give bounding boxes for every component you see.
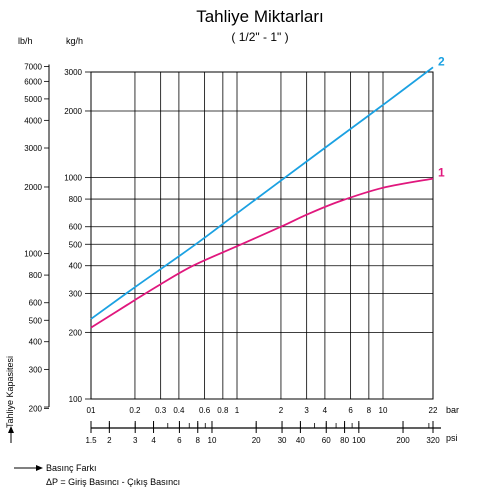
x-tick-bar-label: 0.4 (173, 406, 185, 415)
y-tick-lb-label: 200 (29, 404, 43, 413)
series-group: 12 (90, 54, 445, 329)
y-tick-lb-label: 800 (29, 271, 43, 280)
y-tick-kg-label: 3000 (64, 68, 82, 77)
x-tick-bar-label: 10 (379, 406, 388, 415)
x-tick-bar-label: 01 (87, 406, 96, 415)
x-axis-bar: 01 0.2 0.3 0.4 0.6 0.8 1 2 3 4 6 8 10 22 (87, 406, 438, 415)
x-tick-psi-label: 8 (196, 436, 201, 445)
x-tick-bar-label: 3 (304, 406, 309, 415)
y-unit-left: lb/h (18, 36, 33, 46)
x-axis-title-group: Basınç Farkı ΔP = Giriş Basıncı - Çıkış … (14, 463, 180, 487)
x-tick-psi-label: 320 (426, 436, 440, 445)
chart-title: Tahliye Miktarları (196, 7, 324, 26)
x-tick-psi-label: 1.5 (85, 436, 97, 445)
x-tick-psi-label: 200 (396, 436, 410, 445)
x-tick-psi-label: 6 (177, 436, 182, 445)
y-tick-lb-label: 3000 (24, 144, 42, 153)
y-axis-arrow-head (8, 426, 14, 433)
x-tick-bar-label: 0.2 (129, 406, 141, 415)
y-axis-title-group: Tahliye Kapasitesi (5, 356, 15, 443)
x-tick-bar-label: 0.3 (155, 406, 167, 415)
x-tick-bar-label: 0.6 (199, 406, 211, 415)
y-tick-kg-label: 500 (69, 240, 83, 249)
y-tick-lb-label: 5000 (24, 95, 42, 104)
y-tick-kg-label: 100 (69, 395, 83, 404)
y-ticks-kg: 100 200 300 400 500 600 800 1000 2000 3000 (64, 68, 91, 404)
x-axis-psi: 1.5 2 3 4 6 8 10 20 30 40 60 80 100 200 320 (85, 421, 441, 445)
x-tick-psi-label: 40 (296, 436, 305, 445)
x-tick-bar-label: 6 (348, 406, 353, 415)
x-tick-psi-label: 3 (133, 436, 138, 445)
x-tick-bar-label: 1 (235, 406, 240, 415)
x-tick-bar-label: 0.8 (217, 406, 229, 415)
y-tick-kg-label: 1000 (64, 174, 82, 183)
y-tick-lb-label: 4000 (24, 116, 42, 125)
x-axis-title: Basınç Farkı (46, 463, 97, 473)
y-tick-kg-label: 300 (69, 289, 83, 298)
y-tick-lb-label: 2000 (24, 183, 42, 192)
x-axis-arrow-head (36, 465, 43, 471)
y-tick-kg-label: 200 (69, 328, 83, 337)
series-2-line (90, 66, 434, 320)
chart-subtitle: ( 1/2" - 1" ) (231, 30, 288, 44)
y-tick-lb-label: 600 (29, 299, 43, 308)
x-tick-psi-label: 10 (208, 436, 217, 445)
y-axis-title: Tahliye Kapasitesi (5, 356, 15, 428)
x-tick-psi-label: 60 (322, 436, 331, 445)
x-tick-bar-label: 2 (279, 406, 284, 415)
x-unit-psi: psi (446, 433, 458, 443)
y-tick-lb-label: 400 (29, 338, 43, 347)
plot-frame (90, 71, 434, 400)
x-tick-psi-label: 100 (352, 436, 366, 445)
y-tick-lb-label: 300 (29, 365, 43, 374)
x-tick-bar-label: 4 (323, 406, 328, 415)
y-tick-lb-label: 6000 (24, 77, 42, 86)
y-tick-kg-label: 2000 (64, 107, 82, 116)
series-2-label: 2 (438, 54, 445, 68)
y-tick-kg-label: 600 (69, 223, 83, 232)
y-tick-lb-label: 1000 (24, 250, 42, 259)
x-tick-psi-label: 20 (252, 436, 261, 445)
x-tick-psi-label: 4 (151, 436, 156, 445)
x-tick-psi-label: 2 (107, 436, 112, 445)
y-unit-right: kg/h (66, 36, 83, 46)
y-tick-kg-label: 800 (69, 195, 83, 204)
y-tick-lb-label: 500 (29, 316, 43, 325)
y-ticks-lb: 200 300 400 500 600 800 1000 2000 3000 4000 5000 60… (24, 63, 50, 413)
y-tick-lb-label: 7000 (24, 63, 42, 72)
y-tick-kg-label: 400 (69, 262, 83, 271)
series-1-label: 1 (438, 166, 445, 180)
x-axis-note: ΔP = Giriş Basıncı - Çıkış Basıncı (46, 477, 180, 487)
x-unit-bar: bar (446, 405, 459, 415)
x-tick-bar-label: 22 (429, 406, 438, 415)
x-tick-psi-label: 30 (278, 436, 287, 445)
series-1-line (90, 177, 434, 329)
x-tick-bar-label: 8 (367, 406, 372, 415)
x-tick-psi-label: 80 (340, 436, 349, 445)
